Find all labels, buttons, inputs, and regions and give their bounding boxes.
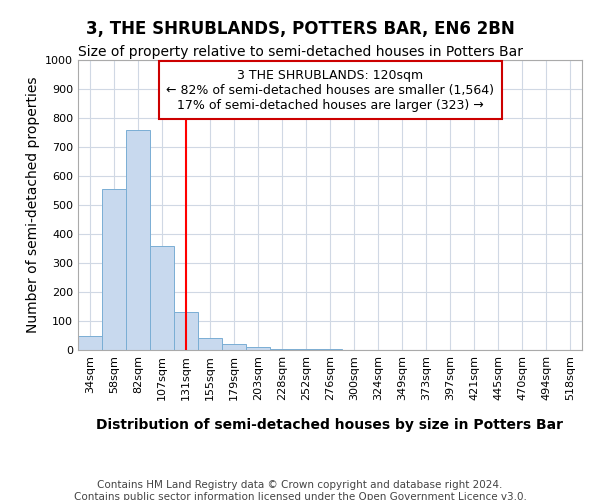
Bar [102,189,126,350]
Bar [198,338,222,350]
Text: 3 THE SHRUBLANDS: 120sqm
← 82% of semi-detached houses are smaller (1,564)
17% o: 3 THE SHRUBLANDS: 120sqm ← 82% of semi-d… [166,68,494,112]
Text: Contains HM Land Registry data © Crown copyright and database right 2024.
Contai: Contains HM Land Registry data © Crown c… [74,480,526,500]
Bar [318,348,342,350]
Text: 3, THE SHRUBLANDS, POTTERS BAR, EN6 2BN: 3, THE SHRUBLANDS, POTTERS BAR, EN6 2BN [86,20,514,38]
Text: Size of property relative to semi-detached houses in Potters Bar: Size of property relative to semi-detach… [77,45,523,59]
Bar [150,246,174,350]
Bar [294,348,318,350]
Y-axis label: Number of semi-detached properties: Number of semi-detached properties [26,76,40,333]
Bar [78,336,102,350]
Text: Distribution of semi-detached houses by size in Potters Bar: Distribution of semi-detached houses by … [97,418,563,432]
Bar [222,344,246,350]
Bar [126,130,150,350]
Bar [246,347,270,350]
Bar [174,312,198,350]
Bar [270,348,294,350]
